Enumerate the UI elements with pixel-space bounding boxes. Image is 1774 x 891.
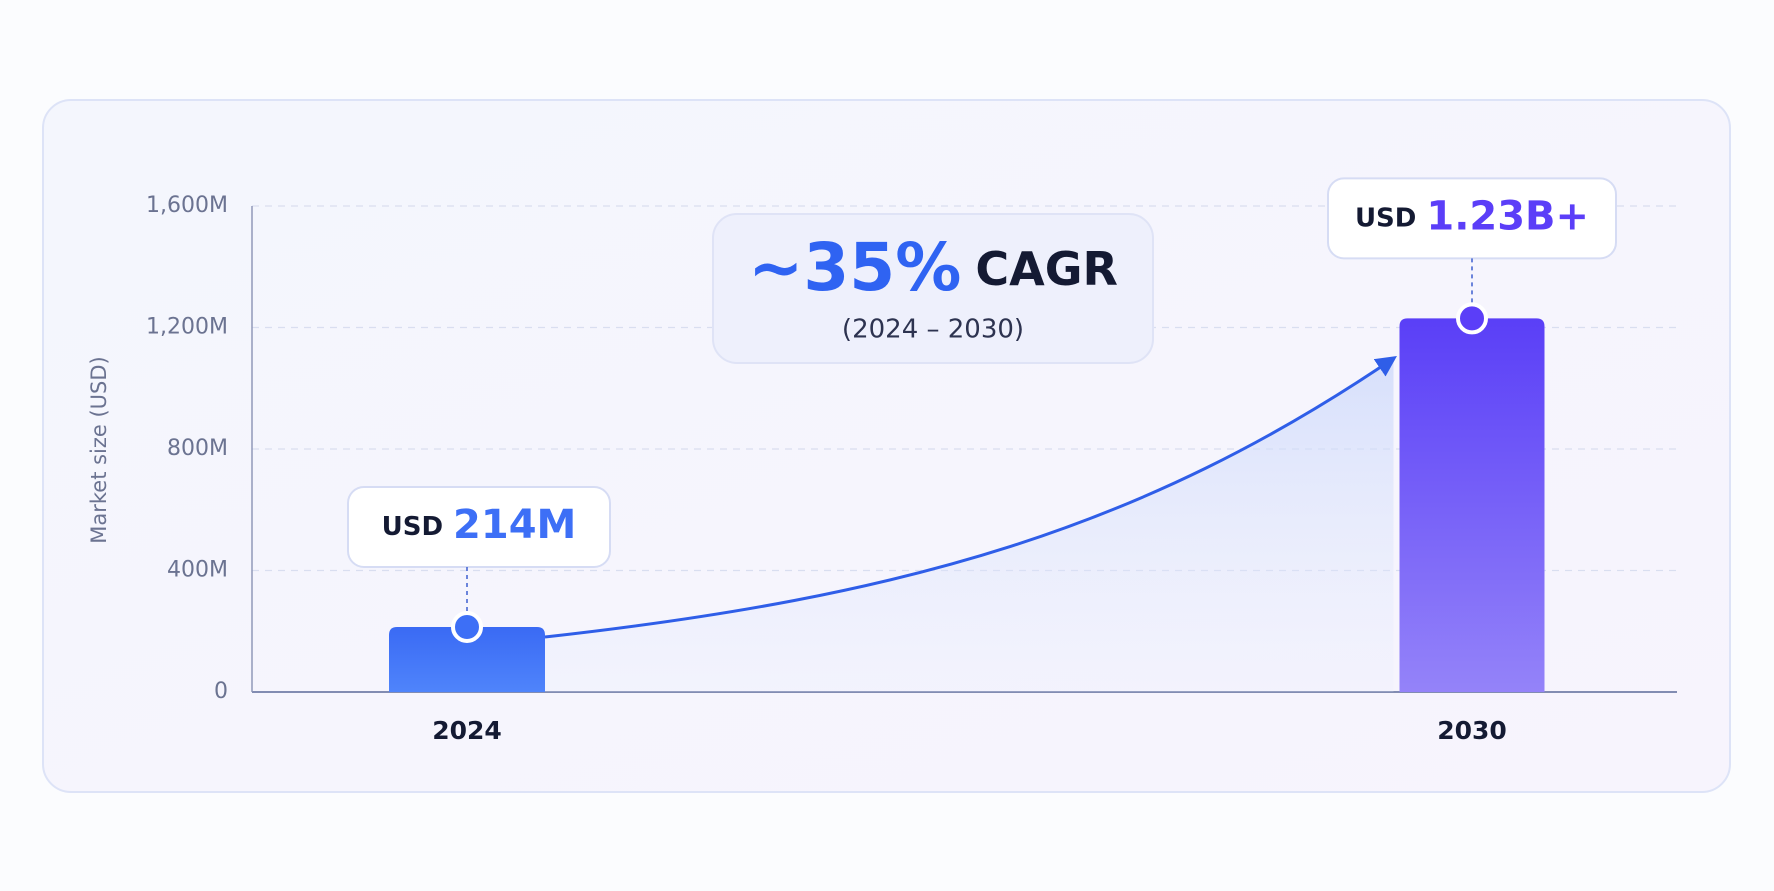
value-text: 214M [453,502,576,548]
y-tick-label: 400M [167,558,228,583]
cagr-box [712,213,1154,364]
bar [389,626,545,692]
growth-arrow [544,356,1397,639]
y-tick-label: 800M [167,436,228,461]
cagr-title: ~35% CAGR [748,229,1118,306]
value-label: USD 1.23B+ [1355,193,1589,239]
y-tick-label: 1,200M [146,315,228,340]
y-tick-label: 0 [214,679,228,704]
x-tick-label: 2024 [432,716,502,745]
value-marker [1456,302,1488,335]
value-marker [451,610,483,643]
value-label: USD 214M [382,502,577,548]
cagr-period: (2024 – 2030) [842,315,1024,345]
cagr-value: ~35% [748,229,961,306]
bar [1399,318,1545,692]
cagr-label: CAGR [975,242,1118,296]
value-text: 1.23B+ [1426,193,1589,239]
y-axis-label: Market size (USD) [87,356,111,544]
y-tick-label: 1,600M [146,193,228,218]
currency-label: USD [382,511,443,541]
currency-label: USD [1355,203,1416,233]
value-callout [347,485,611,568]
x-tick-label: 2030 [1437,716,1507,745]
